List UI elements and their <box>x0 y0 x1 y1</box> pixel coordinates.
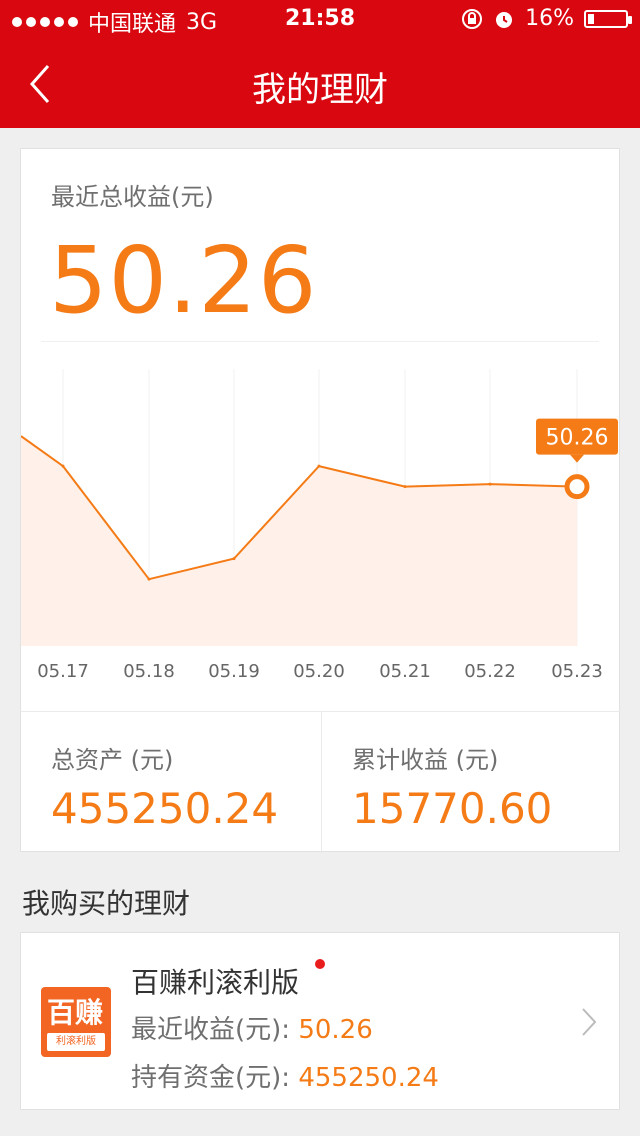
new-indicator-dot <box>315 959 325 969</box>
page-title: 我的理财 <box>252 70 388 110</box>
product-card[interactable]: 百赚 利滚利版 百赚利滚利版 最近收益(元): 50.26 持有资金(元): 4… <box>20 932 620 1110</box>
chevron-right-icon[interactable] <box>579 1005 599 1039</box>
chart-x-tick-label: 05.20 <box>293 661 345 682</box>
app-header: 中国联通 3G 21:58 16% 我的理财 <box>0 0 640 128</box>
product-holding-label: 持有资金(元): <box>131 1063 291 1093</box>
product-logo-subtext: 利滚利版 <box>47 1033 105 1051</box>
product-recent-income-label: 最近收益(元): <box>131 1015 291 1045</box>
chart-highlight-point <box>564 474 590 500</box>
total-assets-label: 总资产 (元) <box>51 746 174 774</box>
chart-point <box>488 482 492 486</box>
battery-percentage: 16% <box>525 6 574 31</box>
recent-income-label: 最近总收益(元) <box>51 183 214 211</box>
product-name: 百赚利滚利版 <box>131 966 300 999</box>
cumulative-income-block: 累计收益 (元) 15770.60 <box>321 712 620 854</box>
back-arrow-icon[interactable] <box>24 60 60 108</box>
battery-icon <box>584 9 632 28</box>
chart-tooltip-bg <box>536 418 618 455</box>
signal-strength-icon <box>12 17 78 27</box>
rotation-lock-icon <box>462 8 483 29</box>
income-chart: 50.26 05.17 05.18 05.19 05.20 05.21 05.22 05.23 <box>21 369 621 699</box>
chart-point <box>147 577 151 581</box>
network-type: 3G <box>186 9 218 35</box>
chart-series-line <box>21 435 578 581</box>
chart-area <box>21 436 577 646</box>
chart-tooltip-label: 50.26 <box>546 426 609 451</box>
chart-x-tick-label: 05.21 <box>379 661 431 682</box>
chart-x-tick-label: 05.18 <box>123 661 175 682</box>
stats-row: 总资产 (元) 455250.24 累计收益 (元) 15770.60 <box>21 711 621 854</box>
total-assets-value: 455250.24 <box>51 784 279 833</box>
cumulative-income-value: 15770.60 <box>352 784 553 833</box>
divider <box>41 341 599 342</box>
chart-x-tick-label: 05.22 <box>464 661 516 682</box>
product-holding-value: 455250.24 <box>298 1063 439 1093</box>
status-right: 16% <box>461 6 632 31</box>
status-bar: 中国联通 3G 21:58 16% <box>0 0 640 40</box>
total-assets-block: 总资产 (元) 455250.24 <box>21 712 319 854</box>
product-holding: 持有资金(元): 455250.24 <box>131 1057 439 1094</box>
chart-x-tick-label: 05.19 <box>208 661 260 682</box>
chart-tooltip-pointer <box>570 454 584 463</box>
navigation-bar: 我的理财 <box>0 40 640 128</box>
chart-point <box>403 485 407 489</box>
recent-income-value: 50.26 <box>49 227 318 334</box>
product-recent-income-value: 50.26 <box>298 1015 373 1045</box>
status-left: 中国联通 3G <box>12 6 217 38</box>
product-recent-income: 最近收益(元): 50.26 <box>131 1009 373 1046</box>
chart-point <box>317 464 321 468</box>
carrier-name: 中国联通 <box>88 12 177 37</box>
product-logo-text: 百赚 <box>47 996 104 1029</box>
alarm-icon <box>496 11 513 28</box>
chart-point <box>232 557 236 561</box>
chart-x-tick-label: 05.23 <box>551 661 603 682</box>
my-products-title: 我购买的理财 <box>22 887 191 920</box>
chart-x-tick-label: 05.17 <box>37 661 89 682</box>
summary-card: 最近总收益(元) 50.26 50.26 05.17 05.18 05.19 05.20… <box>20 148 621 854</box>
status-time: 21:58 <box>284 6 356 31</box>
chart-point <box>61 464 65 468</box>
cumulative-income-label: 累计收益 (元) <box>352 746 499 774</box>
product-logo: 百赚 利滚利版 <box>41 987 111 1057</box>
income-chart-svg: 50.26 05.17 05.18 05.19 05.20 05.21 05.22 05.23 <box>21 369 618 682</box>
